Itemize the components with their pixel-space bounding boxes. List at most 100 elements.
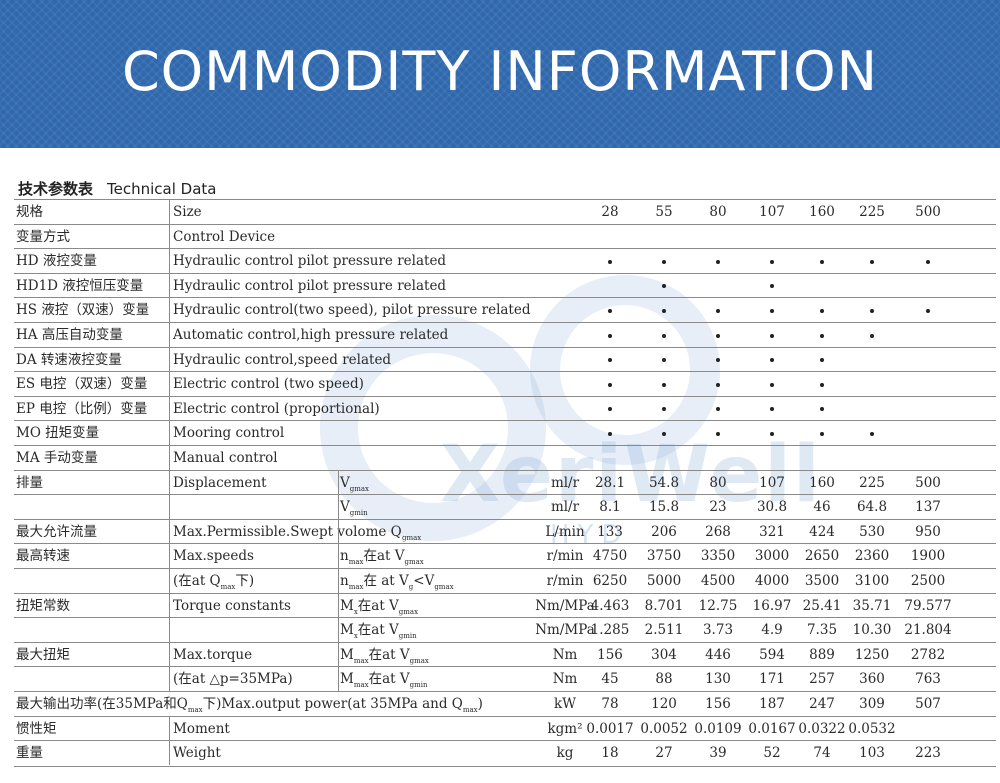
value-cell	[745, 401, 799, 418]
availability-dot-icon	[662, 382, 666, 387]
availability-dot-icon	[870, 259, 874, 264]
value-cell	[745, 302, 799, 319]
subscript: max	[187, 706, 203, 714]
availability-dot-icon	[770, 259, 774, 264]
text-fragment: 变量方式	[16, 228, 70, 245]
text-fragment: (在at △p=35MPa)	[173, 671, 293, 688]
table-row: DA 转速液控变量 Hydraulic control,speed related	[14, 346, 996, 373]
availability-dot-icon	[662, 358, 666, 363]
row-label-en: Moment	[173, 721, 230, 738]
availability-dot-icon	[716, 407, 720, 412]
row-label-zh: HS 液控（双速）变量	[16, 302, 149, 319]
value-cell: 2782	[910, 646, 946, 663]
availability-dot-icon	[608, 259, 612, 264]
text-fragment: V	[340, 474, 350, 491]
availability-dot-icon	[608, 333, 612, 338]
value-cell: 2360	[854, 548, 890, 565]
value-cell: 3500	[804, 573, 840, 589]
text-fragment: <V	[413, 573, 435, 589]
value-cell	[637, 352, 691, 369]
table-row: 重量 Weight kg 18 27 39 52 74 103 223	[14, 740, 996, 766]
table-row: HA 高压自动变量 Automatic control,high pressure…	[14, 322, 996, 348]
row-label-en: Torque constants	[173, 598, 291, 615]
text-fragment: 最高转速	[16, 548, 70, 565]
text-fragment: ES 电控（双速）变量	[16, 376, 148, 393]
row-label-zh: 最大输出功率(在35MPa和Qmax下)Max.output power(at …	[16, 696, 483, 719]
value-cell	[637, 253, 691, 270]
value-cell: 4.9	[761, 622, 783, 639]
row-symbol: nmax在 at Vg<Vgmax	[340, 573, 454, 596]
availability-dot-icon	[820, 382, 824, 387]
availability-dot-icon	[716, 358, 720, 363]
value-cell: 309	[859, 696, 885, 712]
value-cell: 156	[597, 646, 623, 663]
text-fragment: n	[340, 573, 349, 589]
value-cell	[583, 253, 637, 270]
value-cell: 0.0109	[694, 720, 742, 737]
table-bottom-border	[14, 766, 996, 767]
value-cell: 54.8	[648, 474, 680, 491]
value-cell: 28	[601, 204, 619, 220]
value-cell: 4000	[754, 573, 790, 589]
value-cell: 27	[655, 745, 673, 762]
value-cell	[637, 376, 691, 393]
value-cell: 1250	[854, 646, 890, 663]
value-cell	[795, 302, 849, 319]
row-label-zh: 最大允许流量	[16, 524, 97, 541]
value-cell: 171	[759, 671, 785, 688]
row-label-en: Hydraulic control pilot pressure related	[173, 253, 446, 270]
row-symbol: gmax	[402, 524, 421, 547]
row-symbol: nmax在at Vgmax	[340, 548, 424, 571]
value-cell: 4750	[592, 548, 628, 565]
text-fragment: M	[340, 597, 354, 614]
value-cell	[795, 253, 849, 270]
section-title-zh: 技术参数表	[18, 180, 94, 198]
row-unit: kgm²	[547, 720, 583, 737]
row-symbol: Mx在at Vgmax	[340, 598, 418, 621]
text-fragment: 在at V	[368, 646, 410, 663]
value-cell: 55	[655, 204, 673, 220]
row-label-en: (在at Qmax下)	[173, 573, 254, 596]
text-fragment: 排量	[16, 474, 43, 491]
value-cell: 257	[809, 671, 835, 688]
value-cell: 2650	[804, 548, 840, 565]
text-fragment: HD 液控变量	[16, 253, 97, 270]
table-row: MO 扭矩变量 Mooring control	[14, 420, 996, 446]
value-cell: 6250	[592, 573, 628, 589]
row-symbol: Mmax在at Vgmax	[340, 647, 429, 670]
section-title: 技术参数表 Technical Data	[18, 178, 216, 199]
text-fragment: 在at V	[363, 548, 405, 565]
table-row: HS 液控（双速）变量 Hydraulic control(two speed),…	[14, 297, 996, 323]
row-label-en: Mooring control	[173, 425, 284, 442]
value-cell	[691, 352, 745, 369]
availability-dot-icon	[820, 308, 824, 313]
value-cell: 30.8	[756, 499, 788, 516]
value-cell	[745, 352, 799, 369]
availability-dot-icon	[770, 431, 774, 436]
value-cell: 107	[759, 474, 785, 491]
subscript: max	[348, 558, 364, 567]
availability-dot-icon	[662, 333, 666, 338]
value-cell: 21.804	[904, 622, 952, 639]
value-cell: 225	[859, 204, 885, 220]
text-fragment: Max.speeds	[173, 548, 254, 565]
value-cell: 137	[915, 499, 941, 516]
value-cell: 1.285	[590, 622, 630, 639]
row-unit: ml/r	[550, 499, 580, 516]
row-label-zh: HD 液控变量	[16, 253, 97, 270]
value-cell: 360	[859, 671, 885, 688]
row-unit: kg	[556, 745, 574, 762]
text-fragment: 下)Max.output power(at 35MPa and Q	[202, 696, 463, 712]
value-cell: 35.71	[852, 597, 892, 614]
table-row: 排量 Displacement Vgmax ml/r 28.1 54.8 80 107 160 2…	[14, 469, 996, 496]
availability-dot-icon	[662, 259, 666, 264]
availability-dot-icon	[770, 308, 774, 313]
value-cell: 304	[651, 646, 677, 663]
text-fragment: Displacement	[173, 474, 267, 491]
value-cell	[745, 278, 799, 295]
subscript: max	[220, 583, 236, 591]
table-row: ES 电控（双速）变量 Electric control (two speed)	[14, 371, 996, 397]
value-cell: 133	[597, 523, 623, 540]
text-fragment: 最大输出功率(在35MPa和Q	[16, 696, 188, 712]
